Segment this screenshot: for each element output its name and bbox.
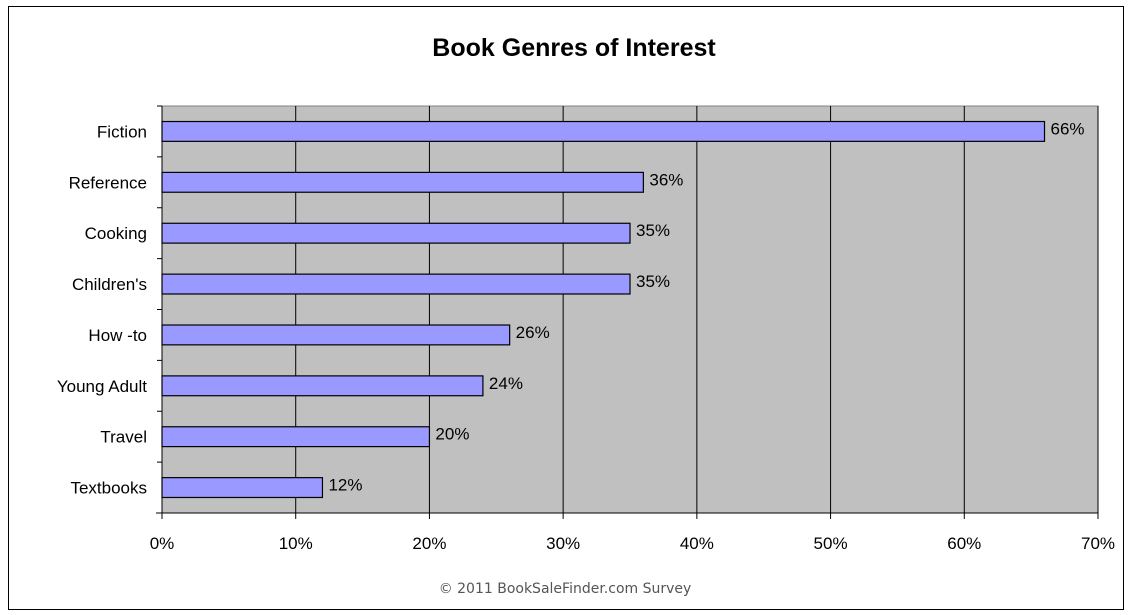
x-tick-label: 30% [546, 534, 580, 553]
data-label: 24% [489, 374, 523, 393]
bar [161, 222, 631, 244]
category-label: Children's [72, 275, 147, 294]
bar [161, 426, 431, 448]
chart-title: Book Genres of Interest [432, 34, 716, 62]
category-label: Textbooks [70, 479, 147, 498]
bar [161, 324, 511, 346]
plot-area [161, 105, 1099, 514]
x-tick-label: 0% [150, 534, 175, 553]
data-label: 66% [1051, 119, 1085, 138]
category-label: Fiction [97, 122, 147, 141]
bar [161, 375, 484, 397]
bar [161, 171, 644, 193]
x-tick-label: 60% [947, 534, 981, 553]
data-label: 35% [636, 272, 670, 291]
source-note: © 2011 BookSaleFinder.com Survey [439, 581, 692, 597]
bar [161, 120, 1046, 142]
category-label: Travel [100, 428, 147, 447]
x-tick-label: 20% [412, 534, 446, 553]
labels: 0% 10% 20% 30% 40% 50% 60% 70% Fiction 66% Referen… [57, 119, 1115, 553]
data-label: 12% [328, 476, 362, 495]
bar [161, 477, 324, 499]
x-tick-label: 10% [279, 534, 313, 553]
data-label: 36% [649, 170, 683, 189]
category-label: Young Adult [57, 377, 147, 396]
category-label: Reference [69, 173, 147, 192]
x-tick-label: 40% [680, 534, 714, 553]
data-label: 35% [636, 221, 670, 240]
category-label: Cooking [85, 224, 147, 243]
category-label: How -to [88, 326, 147, 345]
x-tick-label: 70% [1081, 534, 1115, 553]
data-label: 20% [435, 425, 469, 444]
bar [161, 273, 631, 295]
bars [161, 120, 1046, 499]
x-tick-label: 50% [814, 534, 848, 553]
data-label: 26% [516, 323, 550, 342]
